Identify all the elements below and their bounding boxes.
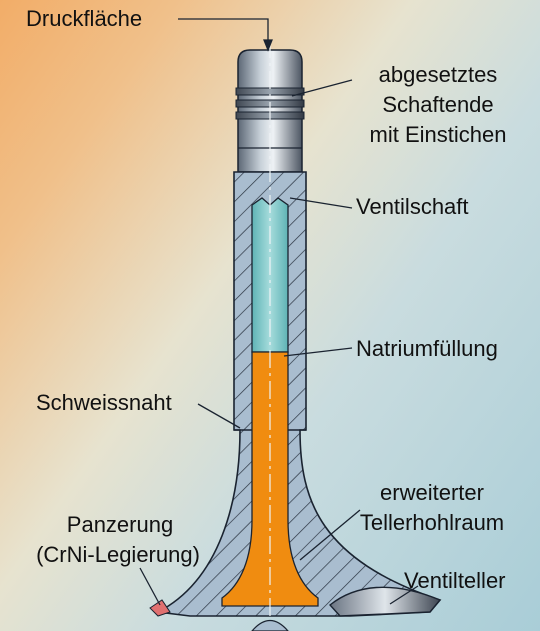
label-panzerung-1: Panzerung: [67, 512, 173, 537]
label-natriumfuellung: Natriumfüllung: [356, 336, 498, 361]
label-druckflaeche: Druckfläche: [26, 6, 142, 31]
label-schaftende-3: mit Einstichen: [370, 122, 507, 147]
label-schaftende-1: abgesetztes: [379, 62, 498, 87]
label-schaftende-2: Schaftende: [382, 92, 493, 117]
leader-lines: [139, 18, 419, 606]
label-tellerhohlraum-1: erweiterter: [380, 480, 484, 505]
label-schweissnaht: Schweissnaht: [36, 390, 172, 415]
label-ventilteller: Ventilteller: [404, 568, 506, 593]
label-ventilschaft: Ventilschaft: [356, 194, 469, 219]
label-tellerhohlraum-2: Tellerhohlraum: [360, 510, 504, 535]
plate-center: [251, 619, 289, 631]
valve-section: [155, 171, 442, 617]
valve-plate-steel: [328, 586, 442, 617]
label-panzerung-2: (CrNi-Legierung): [36, 542, 200, 567]
